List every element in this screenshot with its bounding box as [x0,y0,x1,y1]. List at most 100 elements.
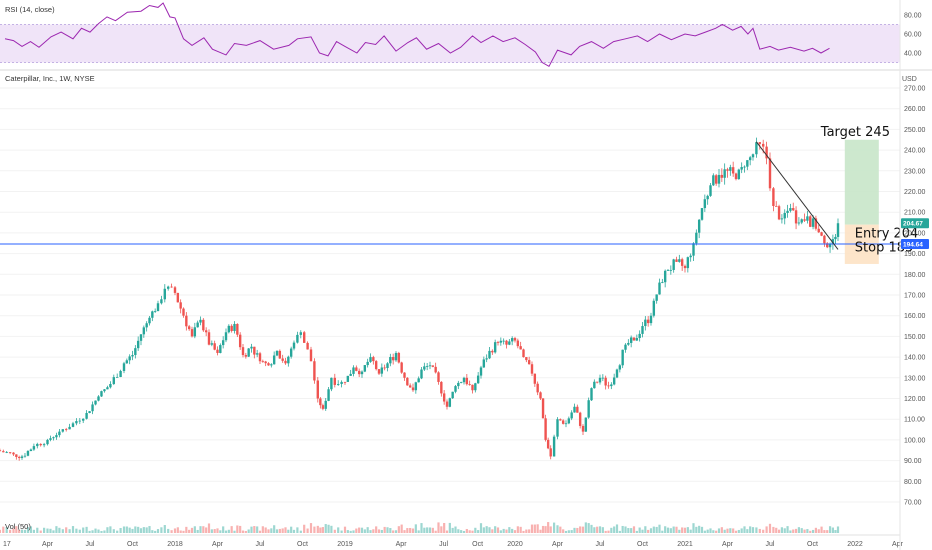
volume-bar [420,523,423,533]
candle-body [119,370,122,377]
rsi-tick-label: 80.00 [904,13,922,20]
currency-label: USD [902,76,917,83]
volume-bar [145,527,148,533]
candle-body [227,325,231,333]
price-tick-label: 140.00 [904,355,926,362]
candle-body [58,431,61,436]
volume-bar [397,526,400,533]
candle-body [272,355,276,365]
candle-body [539,392,542,399]
volume-bar [536,524,539,533]
candle-body [459,382,463,383]
volume-bar [777,529,781,533]
candle-body [734,173,738,180]
volume-bar [562,529,565,533]
candle-body [527,360,531,365]
candle-body [267,363,270,366]
candle-body [247,348,250,357]
candle-body [576,406,579,413]
volume-bar [409,527,412,533]
candle-body [366,361,369,366]
candle-body [836,223,840,237]
candle-body [377,369,381,374]
volume-bar [596,526,599,533]
volume-bar [319,527,322,533]
volume-bar [377,529,381,533]
volume-bar [349,530,352,533]
support-price-badge [901,238,929,249]
candle-body [233,323,236,331]
candle-body [748,157,752,161]
volume-bar [210,529,213,533]
volume-bar [372,529,375,533]
candle-body [491,350,494,353]
volume-bar [451,527,454,533]
candle-body [612,377,616,385]
volume-bar [400,524,403,533]
candle-body [176,292,180,303]
price-tick-label: 110.00 [904,417,925,424]
volume-bar [49,528,52,533]
candle-body [765,146,768,159]
volume-bar [448,522,451,533]
volume-bar [355,528,358,533]
volume-bar [32,529,35,533]
volume-bar [477,530,480,533]
volume-bar [559,526,562,533]
candle-body [23,455,27,457]
volume-bar [792,529,795,533]
candle-body [236,323,239,335]
volume-bar [139,528,143,533]
volume-bar [437,522,440,533]
volume-bar [9,529,12,533]
x-tick-label: Oct [127,541,138,548]
volume-bar [264,527,267,533]
volume-bar [820,526,823,533]
volume-bar [366,527,369,533]
volume-bar [576,527,579,533]
candle-body [618,365,622,370]
x-tick-label: Apr [892,541,904,548]
volume-bar [39,530,42,533]
volume-bar [241,530,245,533]
candle-body [485,358,488,360]
descending-trendline[interactable] [756,141,839,250]
candle-body [139,334,143,341]
candle-body [820,232,823,236]
candles [0,137,840,461]
candle-body [0,450,2,452]
candle-body [71,423,75,427]
volume-bar [681,527,684,533]
volume-bar [112,529,115,533]
volume-bar [205,527,208,533]
volume-bar [607,530,610,533]
candle-body [758,142,761,144]
volume-bar [530,524,534,533]
candle-body [397,352,401,363]
candle-body [417,378,420,383]
volume-bar [202,526,205,533]
rsi-label: RSI (14, close) [5,5,55,14]
candle-body [134,348,137,356]
target-profit-zone[interactable] [844,139,879,225]
candle-body [488,350,491,359]
candle-body [400,362,403,373]
volume-bar [292,529,296,533]
candle-body [179,302,182,309]
candle-body [303,332,306,343]
candle-body [544,418,547,440]
volume-bar [732,528,735,533]
candle-body [142,327,146,335]
candle-body [552,436,556,457]
volume-bar [723,529,726,533]
volume-bar [468,530,471,533]
volume-bar [116,530,119,533]
candle-body [156,303,160,312]
candle-body [324,400,327,409]
volume-bar [188,529,191,533]
candle-body [100,391,103,397]
volume-bar [26,527,30,533]
candle-body [723,169,726,178]
candle-body [610,384,613,387]
